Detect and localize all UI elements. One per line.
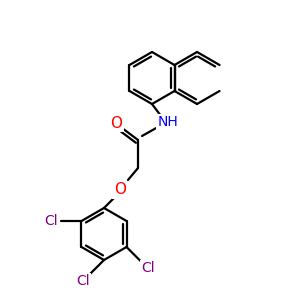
Text: Cl: Cl (45, 214, 58, 228)
Text: NH: NH (158, 115, 178, 129)
Text: Cl: Cl (141, 261, 154, 275)
Text: O: O (110, 116, 122, 130)
Text: Cl: Cl (76, 274, 90, 288)
Text: O: O (114, 182, 126, 197)
